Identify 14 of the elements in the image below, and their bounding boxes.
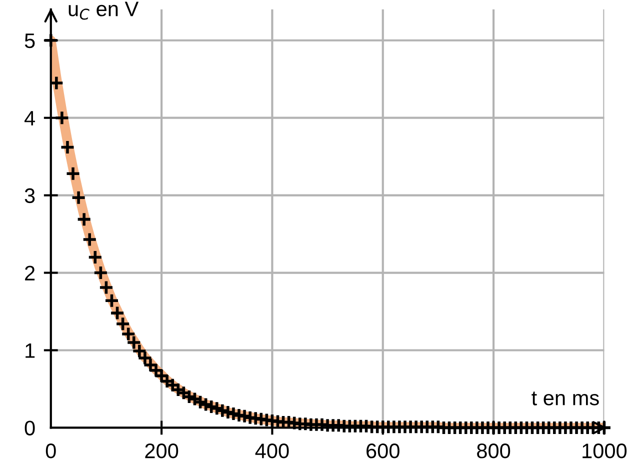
y-tick-label: 0 [24, 420, 35, 436]
x-tick-label: 200 [145, 444, 178, 458]
x-tick-label: 600 [366, 444, 400, 458]
y-tick-label: 5 [24, 34, 35, 48]
y-tick-label: 1 [26, 343, 35, 358]
y-tick-label: 4 [24, 111, 35, 126]
y-tick-label: 3 [24, 188, 35, 204]
y-axis-title: u$_{C}$ en V [68, 2, 139, 20]
x-tick-label: 400 [255, 444, 289, 458]
y-tick-label: 2 [25, 266, 35, 280]
x-tick-label: 0 [46, 444, 56, 458]
x-tick-label: 1000 [582, 444, 627, 458]
x-axis-title: t en ms [532, 392, 599, 406]
x-tick-label: 800 [477, 444, 510, 458]
